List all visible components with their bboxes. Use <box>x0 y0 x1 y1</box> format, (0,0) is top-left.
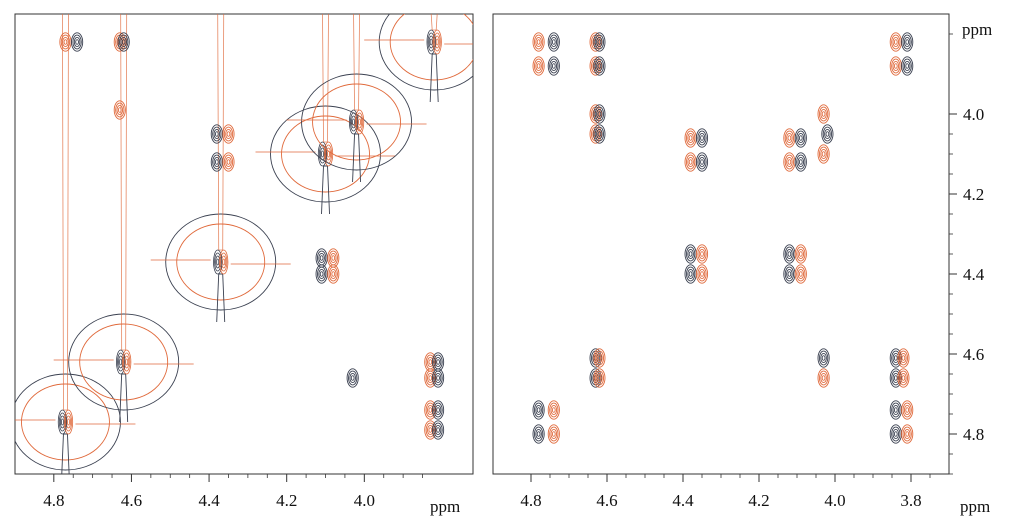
cross-peak <box>432 420 445 440</box>
cross-peak <box>897 368 910 388</box>
cross-peak <box>684 264 697 284</box>
cross-peak <box>684 244 697 264</box>
cross-peak <box>547 56 560 76</box>
cross-peak <box>532 32 545 52</box>
cross-peak <box>593 104 606 124</box>
cross-peak <box>684 152 697 172</box>
cross-peak <box>889 400 902 420</box>
cross-peak <box>432 368 445 388</box>
cross-peak <box>695 264 709 284</box>
cross-peak <box>794 264 807 284</box>
cross-peak <box>794 244 807 264</box>
diagonal-peak <box>15 14 136 474</box>
cross-peak <box>71 32 84 52</box>
right-y-axis-ticks: 4.0 4.2 4.4 4.6 4.8 <box>949 33 985 475</box>
cross-peak <box>783 264 796 284</box>
y-tick-label: 4.2 <box>963 185 984 204</box>
cross-peak <box>794 128 807 148</box>
cross-peak <box>817 348 830 368</box>
x-tick-label: 4.2 <box>748 491 769 510</box>
cross-peak <box>695 152 709 172</box>
y-tick-label: 4.6 <box>963 345 984 364</box>
cross-peak <box>210 152 223 172</box>
contour-layer <box>15 14 473 474</box>
left-plot-frame <box>14 13 474 475</box>
cross-peak <box>695 128 709 148</box>
cross-peak <box>424 368 437 388</box>
x-tick-label: 4.2 <box>276 491 297 510</box>
cross-peak <box>593 368 606 388</box>
x-tick-label: 3.8 <box>900 491 921 510</box>
y-tick-label: 4.4 <box>963 265 985 284</box>
cross-peak <box>432 400 445 420</box>
cross-peak <box>547 32 560 52</box>
cross-peak <box>593 348 606 368</box>
cross-peak <box>593 32 606 52</box>
cross-peak <box>532 56 545 76</box>
right-spectrum-panel: 4.8 4.6 4.4 4.2 4.0 3.8 4.0 4.2 4.4 4.6 4.8 ppm p… <box>492 13 992 516</box>
left-x-axis-ticks: 4.8 4.6 4.4 4.2 4.0 <box>43 474 423 510</box>
cross-peak <box>817 368 830 388</box>
y-tick-label: 4.0 <box>963 105 984 124</box>
cross-peak <box>901 32 914 52</box>
diagonal-peak <box>53 14 194 423</box>
contour-layer <box>532 32 914 444</box>
cross-peak <box>222 152 235 172</box>
cross-peak <box>889 56 902 76</box>
cross-peak <box>346 368 359 388</box>
cross-peak <box>901 56 914 76</box>
cross-peak <box>532 424 545 444</box>
left-x-unit-label: ppm <box>430 497 460 516</box>
cross-peak <box>783 244 796 264</box>
cross-peak <box>210 124 223 144</box>
x-tick-label: 4.6 <box>596 491 617 510</box>
cross-peak <box>889 348 902 368</box>
x-tick-label: 4.8 <box>43 491 64 510</box>
cross-peak <box>684 128 697 148</box>
cross-peak <box>593 56 606 76</box>
x-tick-label: 4.6 <box>121 491 142 510</box>
x-tick-label: 4.8 <box>520 491 541 510</box>
cross-peak <box>901 424 914 444</box>
left-spectrum-panel: 4.8 4.6 4.4 4.2 4.0 ppm <box>14 13 474 516</box>
cross-peak <box>783 152 796 172</box>
cross-peak <box>889 368 902 388</box>
x-tick-label: 4.4 <box>198 491 220 510</box>
cross-peak <box>222 124 235 144</box>
cross-peak <box>695 244 709 264</box>
cross-peak <box>593 124 606 144</box>
cross-peak <box>547 424 560 444</box>
cross-peak <box>424 420 437 440</box>
cross-peak <box>59 32 72 52</box>
cross-peak <box>889 424 902 444</box>
cross-peak <box>424 400 437 420</box>
diagonal-peak <box>364 14 473 103</box>
cross-peak <box>113 100 126 120</box>
x-tick-label: 4.0 <box>824 491 845 510</box>
cross-peak <box>821 124 834 144</box>
cross-peak <box>547 400 560 420</box>
right-x-axis-ticks: 4.8 4.6 4.4 4.2 4.0 3.8 <box>520 474 931 510</box>
right-y-unit-label: ppm <box>962 20 992 39</box>
right-x-unit-label: ppm <box>960 497 990 516</box>
cross-peak <box>794 152 807 172</box>
cross-peak <box>901 400 914 420</box>
cross-peak <box>889 32 902 52</box>
x-tick-label: 4.0 <box>354 491 375 510</box>
cross-peak <box>817 144 830 164</box>
cross-peak <box>897 348 910 368</box>
diagonal-peak <box>286 14 427 183</box>
cross-peak <box>117 32 130 52</box>
right-plot-frame <box>492 13 950 475</box>
cross-peak <box>532 400 545 420</box>
y-tick-label: 4.8 <box>963 425 984 444</box>
cross-peak <box>327 264 340 284</box>
diagonal-peak <box>255 14 396 215</box>
x-tick-label: 4.4 <box>672 491 694 510</box>
cross-peak <box>783 128 796 148</box>
cross-peak <box>817 104 830 124</box>
